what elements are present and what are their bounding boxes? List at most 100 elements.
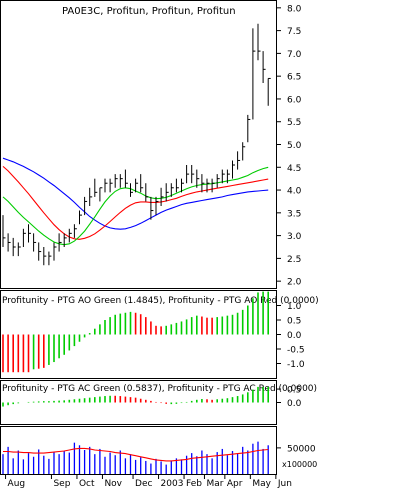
price-bar	[33, 233, 37, 252]
price-y-axis: 2.0 2.5 3.0 3.5 4.0 4.5 5.0 5.5 6.0 6.5 7.0 7.5 8.0	[277, 4, 302, 288]
date-tick-label: Nov	[104, 479, 122, 489]
moving-average-line	[2, 157, 269, 230]
price-bar	[211, 178, 215, 193]
ao-axis-tick-label: 0.5	[287, 317, 301, 327]
price-axis-tick-label: 7.0	[287, 50, 302, 60]
ao-y-axis: -1.0 -0.5 0.0 0.5 1.0	[277, 302, 305, 370]
volume-panel-frame	[0, 426, 277, 475]
ac-panel-title: Profitunity - PTG AC Green (0.5837), Pro…	[2, 384, 317, 394]
date-tick-label: Jun	[277, 479, 292, 489]
price-axis-tick-label: 2.5	[287, 255, 301, 265]
price-bar	[89, 187, 93, 206]
price-bar	[63, 233, 67, 247]
ao-axis-tick-label: 0.0	[287, 331, 302, 341]
price-panel-title: PA0E3C, Profitun, Profitun, Profitun	[62, 6, 236, 17]
price-bar	[99, 187, 103, 202]
ao-axis-tick-label: -1.0	[287, 360, 305, 370]
price-bar	[124, 169, 128, 188]
ao-panel: Profitunity - PTG AO Green (1.4845), Pro…	[0, 290, 319, 379]
date-tick-label: Aug	[8, 479, 26, 489]
price-bar	[267, 77, 271, 106]
price-bar	[2, 215, 6, 247]
price-bar	[68, 228, 72, 243]
price-bar	[79, 210, 82, 225]
date-tick-label: Apr	[227, 479, 243, 489]
price-bar	[28, 224, 31, 243]
price-axis-tick-label: 5.5	[287, 118, 301, 128]
price-bar	[196, 169, 200, 188]
price-bar	[73, 224, 77, 238]
price-bar	[242, 142, 246, 161]
volume-axis-tick-label: 50000	[287, 444, 316, 454]
price-bar	[119, 174, 123, 188]
price-bar	[206, 178, 210, 193]
date-x-axis: Aug Sep Oct Nov Dec 2003 Feb Mar Apr May Jun	[5, 475, 292, 489]
price-bar	[262, 51, 266, 83]
date-tick-label: Feb	[186, 479, 202, 489]
price-bar	[165, 183, 169, 202]
price-bar	[181, 178, 184, 193]
date-tick-label: 2003	[161, 479, 184, 489]
ao-axis-tick-label: 1.0	[287, 302, 302, 312]
ac-histogram	[2, 386, 270, 407]
price-axis-tick-label: 2.0	[287, 278, 302, 288]
price-bar	[12, 237, 16, 257]
ao-axis-tick-label: -0.5	[287, 346, 305, 356]
price-bar	[94, 178, 98, 197]
date-tick-label: May	[252, 479, 271, 489]
price-bar	[114, 174, 118, 188]
price-axis-tick-label: 7.5	[287, 27, 301, 37]
ac-axis-tick-label: 0.0	[287, 399, 302, 409]
date-tick-label: Oct	[79, 479, 95, 489]
price-bars	[2, 23, 271, 266]
price-bar	[17, 242, 21, 257]
price-bar	[22, 228, 26, 247]
price-bar	[84, 196, 88, 216]
price-bar	[170, 183, 174, 197]
ac-axis-tick-label: 0.5	[287, 386, 301, 396]
price-bar	[7, 233, 11, 252]
price-bar	[150, 196, 154, 220]
price-bar	[43, 247, 47, 266]
price-axis-tick-label: 8.0	[287, 4, 302, 14]
volume-average-line	[3, 447, 269, 462]
price-bar	[58, 233, 62, 252]
moving-average-line	[2, 165, 269, 240]
price-bar	[237, 151, 241, 170]
volume-bars	[2, 441, 269, 474]
price-bar	[48, 251, 52, 266]
price-bar	[104, 178, 108, 193]
volume-average-line	[3, 447, 269, 462]
price-bar	[232, 160, 235, 179]
price-axis-tick-label: 3.0	[287, 232, 302, 242]
date-tick-label: Mar	[206, 479, 223, 489]
price-bar	[109, 178, 113, 193]
price-bar	[191, 165, 195, 184]
price-panel: PA0E3C, Profitun, Profitun, Profitun 2.0…	[0, 0, 302, 289]
price-axis-tick-label: 4.0	[287, 187, 302, 197]
price-axis-tick-label: 5.0	[287, 141, 302, 151]
price-bar	[216, 174, 220, 188]
price-bar	[135, 178, 139, 193]
price-bar	[160, 187, 164, 206]
price-axis-tick-label: 4.5	[287, 164, 301, 174]
price-bar	[53, 242, 57, 261]
price-bar	[145, 183, 149, 202]
price-bar	[38, 242, 42, 261]
ac-panel: Profitunity - PTG AC Green (0.5837), Pro…	[0, 380, 317, 425]
price-bar	[155, 196, 159, 216]
ac-panel-frame	[0, 380, 277, 425]
price-bar	[186, 165, 190, 184]
ao-panel-frame	[0, 290, 277, 379]
date-tick-label: Dec	[135, 479, 152, 489]
price-axis-tick-label: 6.5	[287, 73, 301, 83]
price-bar	[201, 174, 205, 193]
ao-panel-title: Profitunity - PTG AO Green (1.4845), Pro…	[2, 296, 319, 306]
ac-y-axis: 0.00.5	[277, 386, 302, 409]
price-bar	[252, 28, 256, 120]
price-bar	[221, 169, 225, 184]
price-bar	[226, 169, 230, 184]
price-bar	[257, 23, 261, 61]
ao-histogram	[2, 291, 270, 373]
